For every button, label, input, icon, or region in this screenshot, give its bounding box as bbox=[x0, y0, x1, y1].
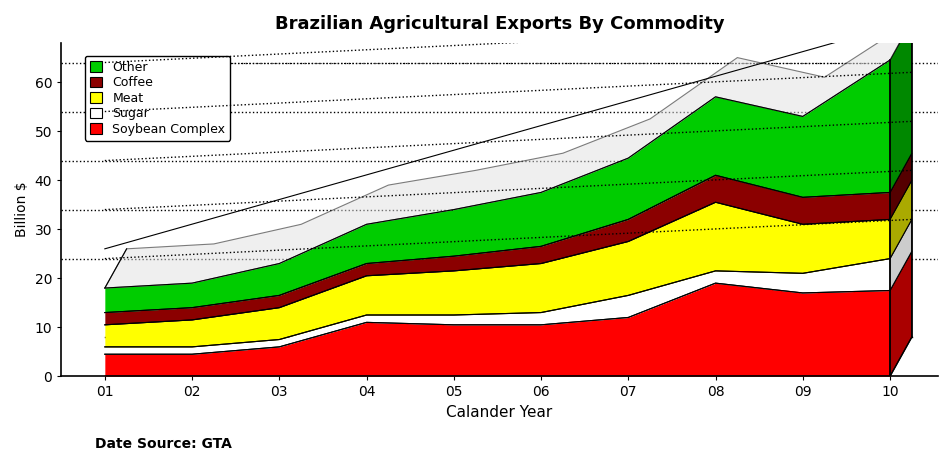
Legend: Other, Coffee, Meat, Sugar, Soybean Complex: Other, Coffee, Meat, Sugar, Soybean Comp… bbox=[85, 56, 230, 141]
Text: Date Source: GTA: Date Source: GTA bbox=[95, 438, 232, 452]
Polygon shape bbox=[889, 251, 911, 376]
X-axis label: Calander Year: Calander Year bbox=[446, 405, 552, 420]
Polygon shape bbox=[889, 219, 911, 290]
Y-axis label: Billion $: Billion $ bbox=[15, 182, 29, 237]
Polygon shape bbox=[889, 180, 911, 259]
Polygon shape bbox=[105, 21, 911, 288]
Title: Brazilian Agricultural Exports By Commodity: Brazilian Agricultural Exports By Commod… bbox=[274, 15, 724, 33]
Polygon shape bbox=[889, 21, 911, 193]
Polygon shape bbox=[889, 153, 911, 219]
